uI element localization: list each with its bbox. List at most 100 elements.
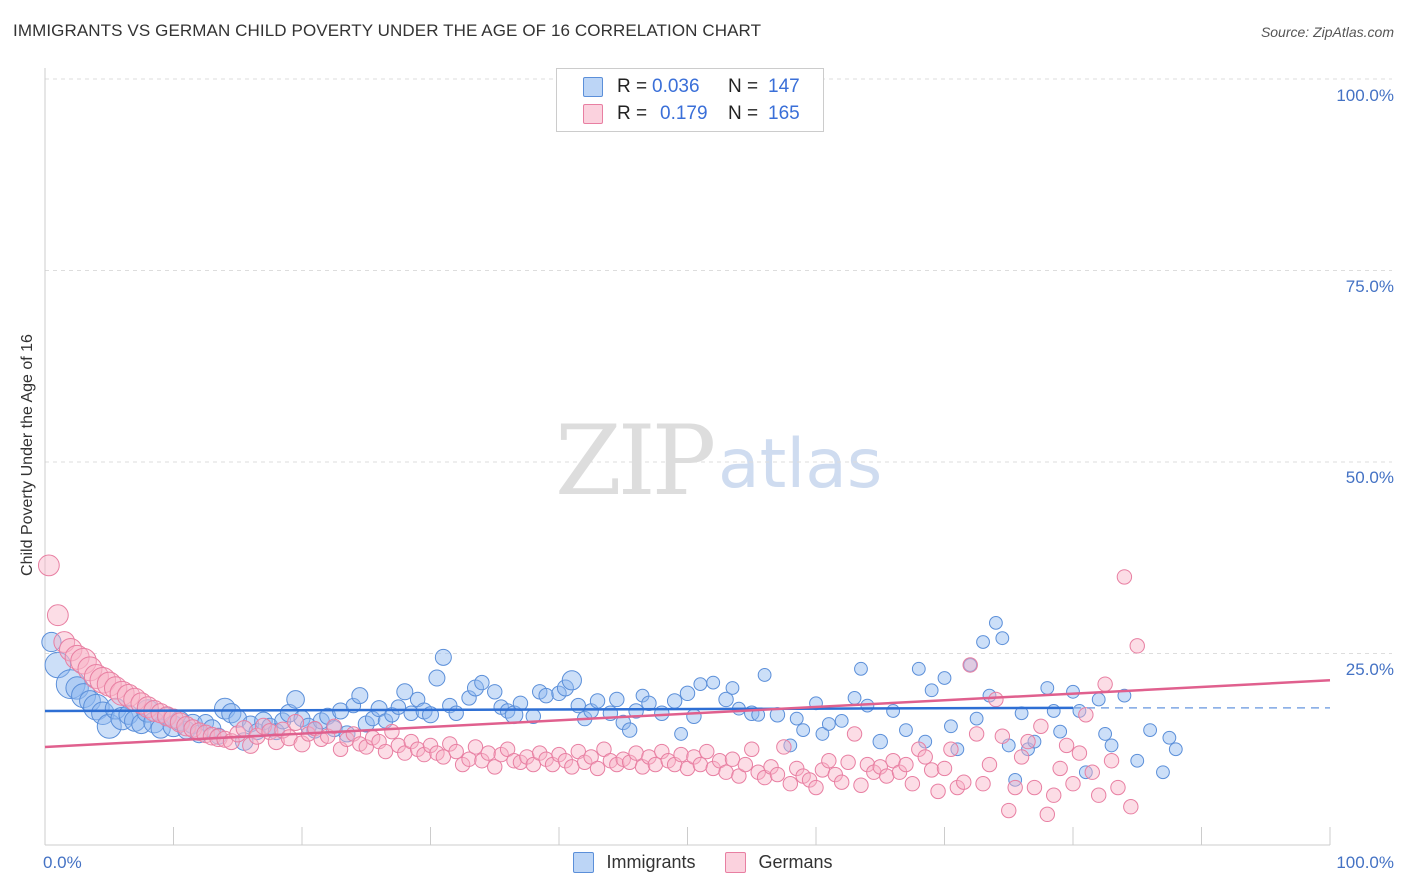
germans-point (711, 753, 728, 769)
n-label: N = (728, 103, 759, 124)
germans-point (956, 774, 972, 790)
y-tick-100: 100.0% (1336, 86, 1394, 105)
immigrants-point (1130, 753, 1145, 768)
legend-item-immigrants[interactable]: Immigrants (573, 852, 695, 873)
immigrants-point (718, 691, 734, 708)
immigrants-point (674, 727, 688, 741)
germans-point (37, 554, 60, 577)
germans-point (1033, 718, 1049, 734)
immigrants-point (448, 705, 464, 721)
germans-point (116, 683, 141, 708)
germans-point (1097, 676, 1113, 692)
germans-point (89, 667, 117, 694)
immigrants-point (1168, 742, 1183, 757)
germans-point (949, 779, 966, 796)
germans-point (564, 759, 580, 775)
germans-point (731, 768, 747, 784)
germans-point (202, 726, 222, 746)
immigrants-point (370, 700, 388, 718)
immigrants-point (1053, 724, 1068, 739)
n-value: 165 (768, 103, 800, 124)
germans-point (589, 760, 606, 777)
immigrants-trend-line (44, 706, 1074, 713)
immigrants-point (1066, 684, 1080, 699)
germans-point (1065, 776, 1081, 792)
n-value: 147 (768, 76, 800, 97)
germans-point (384, 723, 400, 740)
germans-legend-swatch (725, 852, 747, 873)
germans-point (840, 754, 856, 770)
germans-point (130, 692, 153, 715)
legend-item-germans[interactable]: Germans (725, 852, 833, 873)
immigrants-point (911, 661, 926, 676)
y-tick-50: 50.0% (1345, 468, 1394, 487)
y-axis-label: Child Poverty Under the Age of 16 (19, 334, 36, 576)
germans-trend-line (44, 679, 1331, 749)
germans-point (1071, 745, 1088, 761)
germans-point (975, 776, 991, 792)
germans-point (1110, 779, 1126, 796)
immigrants-point (976, 635, 990, 649)
immigrants-point (706, 675, 721, 690)
germans-point (1001, 802, 1017, 819)
immigrants-point (499, 703, 516, 719)
germans-point (1013, 749, 1030, 765)
germans-point (596, 741, 612, 757)
immigrants-point (561, 670, 582, 691)
y-tick-75: 75.0% (1345, 277, 1394, 296)
germans-point (461, 751, 477, 767)
watermark-zip: ZIP (555, 405, 716, 517)
immigrants-point (757, 668, 772, 682)
immigrants-point (641, 695, 657, 711)
germans-point (782, 776, 798, 792)
immigrants-point (286, 690, 305, 709)
germans-point (1058, 737, 1075, 754)
y-tick-25: 25.0% (1345, 660, 1394, 679)
immigrants-point (1040, 681, 1055, 695)
germans-point (1116, 569, 1133, 585)
immigrants-point (428, 669, 446, 687)
germans-point (70, 647, 97, 675)
watermark-atlas: atlas (718, 425, 883, 504)
immigrants-point (789, 711, 804, 726)
immigrants-swatch (583, 77, 603, 97)
immigrants-point (589, 693, 606, 709)
immigrants-point (886, 704, 900, 718)
germans-point (737, 756, 754, 773)
germans-point (577, 754, 593, 770)
germans-point (1129, 638, 1145, 654)
correlation-row-germans: R = 0.179 N = 165 (583, 102, 800, 126)
germans-point (808, 779, 824, 796)
germans-point (769, 766, 786, 783)
germans-point (435, 749, 452, 765)
immigrants-point (434, 648, 452, 666)
germans-point (53, 631, 76, 653)
germans-point (923, 762, 940, 778)
germans-point (962, 657, 978, 673)
immigrants-point (937, 671, 952, 685)
immigrants-point (461, 690, 477, 706)
germans-point (1052, 760, 1068, 777)
germans-point (176, 716, 197, 737)
germans-point (834, 774, 850, 790)
germans-point (326, 718, 342, 734)
immigrants-point (924, 683, 939, 698)
immigrants-point (686, 708, 702, 725)
germans-point (1084, 764, 1100, 780)
immigrants-point (963, 658, 978, 672)
germans-point (467, 739, 484, 755)
chart-title: IMMIGRANTS VS GERMAN CHILD POVERTY UNDER… (13, 21, 762, 40)
r-label: R = (617, 76, 648, 97)
immigrants-point (41, 631, 62, 653)
immigrants-point (487, 684, 503, 700)
germans-point (532, 745, 548, 761)
x-tick-min: 0.0% (43, 853, 82, 872)
immigrants-point (783, 738, 798, 753)
germans-point (287, 713, 305, 731)
germans-point (1091, 787, 1107, 803)
germans-point (943, 741, 959, 757)
germans-point (551, 746, 567, 763)
germans-point (846, 726, 863, 742)
immigrants-point (570, 697, 586, 714)
